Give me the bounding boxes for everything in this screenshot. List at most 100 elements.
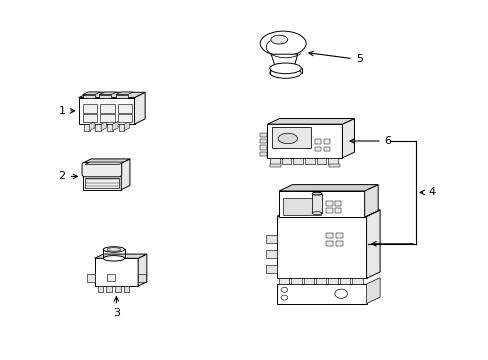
Polygon shape [82, 159, 130, 163]
Bar [277, 284, 366, 303]
Polygon shape [82, 92, 100, 95]
Bar [335, 241, 342, 246]
Bar [87, 274, 95, 283]
Polygon shape [366, 278, 379, 303]
Polygon shape [124, 122, 129, 131]
Ellipse shape [270, 35, 287, 44]
Bar [107, 124, 113, 131]
Polygon shape [101, 122, 106, 131]
Bar [266, 250, 277, 258]
Polygon shape [366, 210, 379, 278]
Ellipse shape [269, 63, 301, 74]
Bar [316, 158, 325, 164]
Ellipse shape [103, 256, 124, 261]
Ellipse shape [278, 133, 297, 144]
Bar [85, 178, 119, 188]
Text: 3: 3 [113, 297, 120, 319]
Bar [82, 104, 97, 113]
Text: 6: 6 [349, 136, 391, 146]
Ellipse shape [311, 192, 321, 195]
Ellipse shape [260, 31, 305, 56]
Bar [293, 158, 303, 164]
Bar [325, 208, 332, 213]
Bar [266, 235, 277, 243]
Bar [272, 127, 311, 148]
Bar [334, 201, 341, 206]
Bar [100, 114, 115, 122]
Polygon shape [113, 122, 118, 131]
Text: 1: 1 [58, 106, 75, 116]
Polygon shape [277, 210, 379, 216]
Bar [291, 278, 301, 284]
Polygon shape [267, 118, 354, 124]
Circle shape [334, 289, 347, 298]
Bar [352, 278, 362, 284]
Bar [327, 158, 337, 164]
Polygon shape [116, 92, 133, 95]
Bar [279, 278, 289, 284]
Bar [269, 163, 280, 167]
Bar [100, 104, 115, 113]
Polygon shape [364, 185, 377, 217]
Polygon shape [99, 92, 117, 95]
Bar [311, 194, 321, 213]
Bar [118, 114, 132, 122]
Bar [118, 104, 132, 113]
Bar [116, 95, 127, 98]
Bar [314, 139, 321, 144]
Bar [95, 258, 138, 286]
Bar [325, 233, 332, 238]
Bar [327, 278, 338, 284]
Bar [279, 191, 364, 217]
Bar [260, 152, 267, 156]
Bar [329, 163, 339, 167]
Bar [325, 201, 332, 206]
Polygon shape [279, 185, 377, 191]
Bar [267, 124, 342, 158]
Circle shape [281, 295, 287, 300]
Circle shape [281, 287, 287, 292]
Bar [82, 163, 121, 190]
Bar [97, 286, 103, 292]
Bar [269, 158, 279, 164]
Ellipse shape [311, 212, 321, 215]
Bar [95, 124, 101, 131]
FancyBboxPatch shape [82, 162, 122, 177]
Polygon shape [79, 92, 145, 98]
Bar [115, 286, 121, 292]
Polygon shape [134, 92, 145, 124]
Bar [305, 158, 314, 164]
Bar [123, 286, 129, 292]
Bar [315, 278, 325, 284]
Bar [260, 145, 267, 150]
Bar [138, 274, 145, 283]
Bar [334, 208, 341, 213]
Bar [82, 114, 97, 122]
Polygon shape [270, 54, 297, 68]
Text: 5: 5 [308, 51, 362, 64]
Bar [266, 265, 277, 273]
Bar [82, 95, 95, 98]
Text: 2: 2 [58, 171, 78, 181]
Bar [106, 286, 112, 292]
Bar [118, 124, 124, 131]
Bar [314, 147, 321, 152]
Bar [277, 216, 366, 278]
Bar [323, 139, 329, 144]
Bar [325, 241, 332, 246]
Ellipse shape [103, 247, 124, 252]
Bar [340, 278, 350, 284]
Polygon shape [95, 254, 146, 258]
Polygon shape [138, 254, 146, 286]
Polygon shape [342, 118, 354, 158]
Bar [323, 147, 329, 152]
Bar [283, 198, 321, 215]
Bar [106, 274, 115, 281]
Bar [260, 133, 267, 137]
Bar [99, 95, 111, 98]
Ellipse shape [107, 248, 121, 251]
Bar [281, 158, 291, 164]
Polygon shape [121, 159, 130, 190]
Bar [79, 98, 134, 124]
Polygon shape [85, 162, 124, 165]
